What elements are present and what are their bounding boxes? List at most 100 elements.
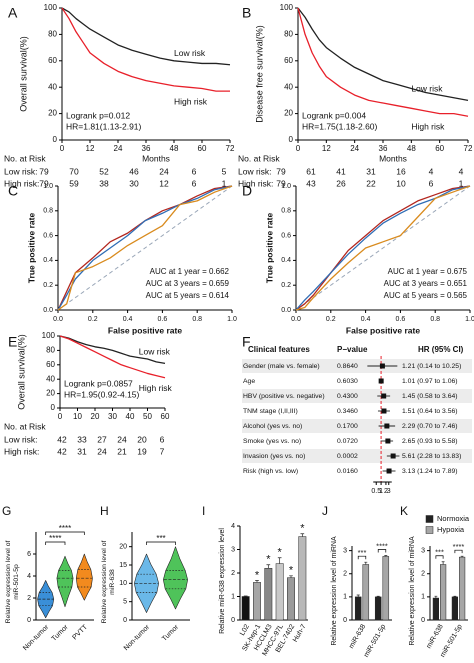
- significance-label: *: [255, 569, 260, 581]
- y-tick-label: 60: [284, 56, 293, 65]
- risk-row-label: High risk:: [4, 446, 39, 456]
- significance-label: *: [289, 565, 294, 577]
- y-tick-label: 0.8: [43, 208, 53, 215]
- error-bar: [384, 555, 388, 557]
- x-tick-label: 30: [108, 412, 117, 421]
- x-tick-label: 20: [91, 412, 100, 421]
- survival-curve: [61, 7, 231, 66]
- bar: [459, 556, 466, 621]
- y-tick-label: 5: [123, 599, 127, 606]
- x-tick-label: 24: [350, 144, 359, 153]
- y-axis-label: miR-638: [109, 569, 116, 595]
- error-bar: [376, 595, 380, 597]
- risk-count: 46: [129, 166, 139, 176]
- y-tick-label: 2: [27, 595, 31, 602]
- y-tick-label: 1: [231, 593, 235, 600]
- risk-count: 1: [459, 178, 464, 188]
- roc-curve: [295, 185, 471, 311]
- x-tick-label: 0.8: [430, 316, 440, 323]
- feature-label: Alcohol (yes vs. no): [243, 423, 302, 430]
- y-tick-label: 6: [27, 551, 31, 558]
- risk-row-label: Low risk:: [238, 166, 272, 176]
- bar: [287, 577, 295, 621]
- risk-count: 4: [429, 166, 434, 176]
- y-tick-label: 100: [280, 3, 294, 12]
- y-axis-label: miR-501-5p: [13, 564, 20, 600]
- bar: [253, 582, 261, 621]
- y-tick-label: 80: [48, 30, 57, 39]
- y-tick-label: 1.0: [281, 183, 291, 190]
- y-tick-label: 0.6: [281, 232, 291, 239]
- risk-count: 6: [160, 434, 165, 444]
- y-tick-label: 2: [343, 571, 347, 578]
- series-label: Low risk: [139, 347, 171, 357]
- hazard-ratio: [381, 408, 387, 414]
- x-tick-label: 12: [322, 144, 331, 153]
- x-tick-label: miR-501-5p: [363, 623, 387, 658]
- significance-label: ***: [156, 534, 165, 543]
- panel-letter: I: [202, 504, 205, 518]
- risk-count: 7: [160, 446, 165, 456]
- y-tick-label: 0: [53, 135, 58, 144]
- legend-label: AUC at 1 year = 0.662: [150, 267, 230, 276]
- bar: [298, 536, 307, 621]
- y-tick-label: 2: [421, 571, 425, 578]
- legend-label: AUC at 1 year = 0.675: [388, 267, 468, 276]
- y-tick-label: 100: [42, 331, 56, 340]
- p-value: 0.1700: [337, 423, 358, 430]
- bar: [440, 564, 447, 621]
- risk-count: 61: [306, 166, 316, 176]
- feature-label: Invasion (yes vs. no): [243, 453, 305, 460]
- y-tick-label: 60: [46, 360, 55, 369]
- series-label: High risk: [174, 96, 208, 106]
- y-tick-label: 1: [421, 594, 425, 601]
- roc-curve: [57, 185, 233, 311]
- significance-label: ****: [376, 541, 388, 550]
- legend-label: AUC at 5 years = 0.614: [146, 291, 230, 300]
- risk-count: 52: [99, 166, 109, 176]
- error-bar: [441, 561, 445, 565]
- x-tick-label: 0.4: [123, 316, 133, 323]
- series-label: Low risk: [174, 48, 206, 58]
- risk-table-title: No. at Risk: [4, 153, 46, 163]
- y-tick-label: 1: [343, 594, 347, 601]
- legend-label: AUC at 3 years = 0.659: [146, 279, 230, 288]
- x-tick-label: 2: [384, 488, 388, 495]
- legend-label: Normoxia: [437, 514, 470, 523]
- x-tick-label: 0.6: [158, 316, 168, 323]
- y-tick-label: 4: [231, 523, 235, 530]
- panel-letter: K: [400, 504, 408, 518]
- risk-count: 20: [137, 434, 147, 444]
- row-shade: [242, 389, 472, 403]
- hr-label: 1.21 (0.14 to 10.25): [402, 363, 461, 370]
- y-axis-label: True positive rate: [264, 213, 274, 284]
- error-bar: [434, 595, 438, 599]
- violin: [163, 546, 188, 610]
- risk-count: 4: [459, 166, 464, 176]
- annotation: HR=1.75(1.18-2.60): [302, 121, 378, 131]
- risk-count: 31: [366, 166, 376, 176]
- bar: [264, 568, 273, 621]
- bar: [362, 564, 370, 621]
- error-bar: [460, 555, 464, 558]
- x-tick-label: 60: [435, 144, 444, 153]
- x-tick-label: 0: [296, 144, 301, 153]
- risk-count: 22: [366, 178, 376, 188]
- bar: [374, 596, 382, 621]
- hr-label: 1.51 (0.64 to 3.56): [402, 408, 458, 415]
- bar: [241, 596, 250, 621]
- y-tick-label: 60: [48, 56, 57, 65]
- risk-count: 27: [97, 434, 107, 444]
- y-axis-label: Disease free survival(%): [254, 25, 264, 123]
- y-axis-label: Relative miR-638 expression level: [219, 528, 226, 634]
- violin: [37, 580, 55, 619]
- bar: [382, 556, 390, 621]
- x-tick-label: 3: [387, 488, 391, 495]
- significance-label: *: [300, 523, 305, 535]
- hazard-ratio: [378, 378, 384, 384]
- risk-count: 24: [117, 434, 127, 444]
- series-label: Low risk: [411, 84, 443, 94]
- annotation: Logrank p=0.0857: [64, 378, 133, 388]
